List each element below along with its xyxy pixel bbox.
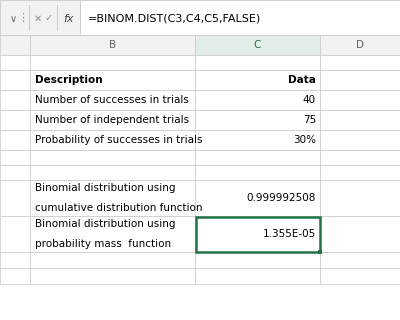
Bar <box>0 150 30 165</box>
Bar <box>30 35 195 55</box>
Text: ∨: ∨ <box>10 13 16 23</box>
Text: =BINOM.DIST(C3,C4,C5,FALSE): =BINOM.DIST(C3,C4,C5,FALSE) <box>88 13 261 23</box>
Bar <box>320 216 400 252</box>
Bar <box>320 110 400 130</box>
Bar <box>30 150 195 165</box>
Bar <box>0 130 30 150</box>
Text: cumulative distribution function: cumulative distribution function <box>35 203 202 213</box>
Bar <box>195 130 320 150</box>
Text: B: B <box>109 40 116 50</box>
Bar <box>0 180 30 216</box>
Bar <box>195 252 320 268</box>
Text: 40: 40 <box>303 95 316 105</box>
Bar <box>320 55 400 70</box>
Text: probability mass  function: probability mass function <box>35 239 171 249</box>
Bar <box>320 180 400 216</box>
Text: Number of successes in trials: Number of successes in trials <box>35 95 189 105</box>
Text: fx: fx <box>64 13 74 23</box>
Bar <box>30 55 195 70</box>
Text: Data: Data <box>288 75 316 85</box>
Text: 1.355E-05: 1.355E-05 <box>263 229 316 239</box>
Bar <box>196 217 320 252</box>
Text: ✕: ✕ <box>34 13 42 23</box>
Bar <box>0 216 30 252</box>
Bar <box>195 55 320 70</box>
Bar <box>30 90 195 110</box>
Bar <box>30 268 195 284</box>
Bar <box>195 150 320 165</box>
Bar <box>320 130 400 150</box>
Bar <box>195 268 320 284</box>
Bar <box>195 110 320 130</box>
Bar <box>0 90 30 110</box>
Bar <box>80 0 400 35</box>
Bar <box>320 35 400 55</box>
Bar <box>0 70 30 90</box>
Bar <box>30 180 195 216</box>
Bar <box>195 90 320 110</box>
Bar <box>195 70 320 90</box>
Text: ✓: ✓ <box>45 13 53 23</box>
Text: D: D <box>356 40 364 50</box>
Bar <box>0 252 30 268</box>
Text: Binomial distribution using: Binomial distribution using <box>35 219 176 229</box>
Bar <box>320 165 400 180</box>
Text: Number of independent trials: Number of independent trials <box>35 115 189 125</box>
Bar <box>0 0 400 35</box>
Bar <box>0 55 30 70</box>
Bar <box>320 252 400 268</box>
Bar <box>30 252 195 268</box>
Bar <box>30 165 195 180</box>
Bar <box>318 250 322 253</box>
Bar <box>0 0 88 35</box>
Text: ⋮: ⋮ <box>18 13 28 23</box>
Text: 30%: 30% <box>293 135 316 145</box>
Bar <box>320 150 400 165</box>
Bar <box>30 216 195 252</box>
Bar <box>30 110 195 130</box>
Bar <box>30 130 195 150</box>
Bar <box>195 35 320 55</box>
Bar <box>320 90 400 110</box>
Text: C: C <box>254 40 261 50</box>
Text: 0.999992508: 0.999992508 <box>247 193 316 203</box>
Bar <box>0 268 30 284</box>
Text: Description: Description <box>35 75 103 85</box>
Bar <box>0 165 30 180</box>
Bar <box>0 110 30 130</box>
Bar <box>195 216 320 252</box>
Bar <box>320 268 400 284</box>
Bar <box>195 165 320 180</box>
Bar <box>320 70 400 90</box>
Text: Binomial distribution using: Binomial distribution using <box>35 183 176 193</box>
Text: Probability of successes in trials: Probability of successes in trials <box>35 135 202 145</box>
Bar <box>30 70 195 90</box>
Bar <box>0 35 30 55</box>
Text: 75: 75 <box>303 115 316 125</box>
Bar <box>195 180 320 216</box>
